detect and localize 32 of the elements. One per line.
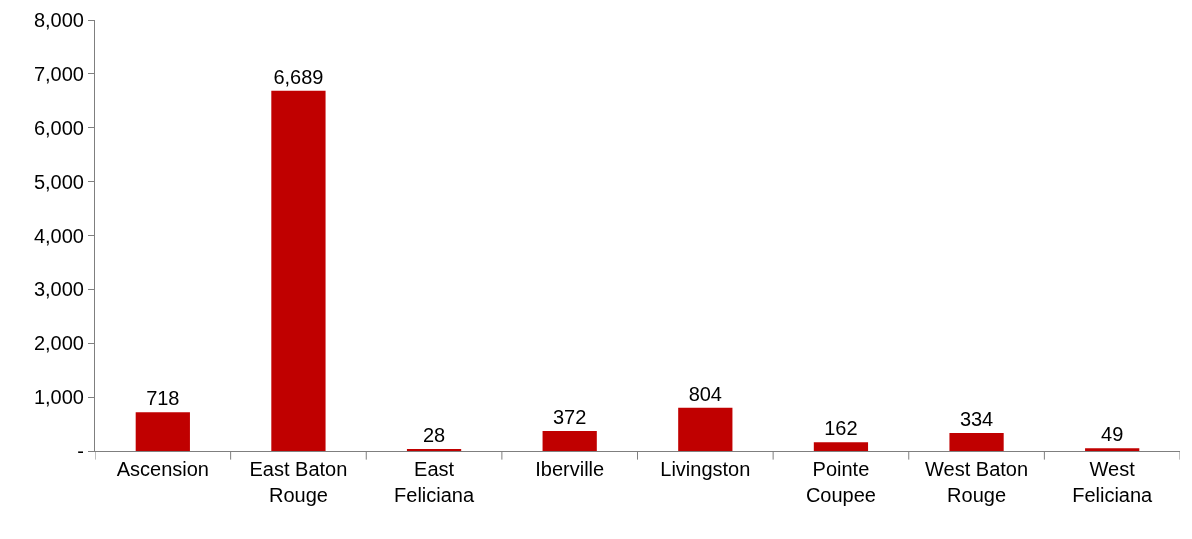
x-tick-label: East Feliciana — [394, 458, 475, 506]
y-tick-label: 5,000 — [33, 170, 84, 193]
x-tick-label: Pointe Coupee — [805, 458, 876, 506]
x-tick-label: Livingston — [660, 458, 751, 480]
y-tick-label: 4,000 — [33, 224, 84, 247]
y-tick-label: 1,000 — [33, 386, 84, 409]
bar — [271, 90, 326, 451]
data-label: 162 — [824, 417, 858, 440]
data-label: 334 — [959, 408, 994, 431]
data-label: 49 — [1101, 423, 1124, 446]
x-tick-label: West Baton Rouge — [925, 458, 1029, 506]
x-tick-label: Ascension — [116, 458, 209, 480]
bar — [1085, 448, 1140, 451]
y-tick-label: 8,000 — [33, 9, 84, 31]
y-tick-label: - — [77, 440, 84, 462]
data-label: 372 — [553, 405, 587, 428]
x-tick-label: East Baton Rouge — [249, 458, 348, 506]
bar — [678, 407, 733, 451]
y-tick-label: 7,000 — [33, 62, 84, 85]
data-label: 6,689 — [273, 65, 324, 88]
y-tick-label: 3,000 — [33, 278, 84, 301]
x-tick-label: Iberville — [535, 458, 605, 480]
bar — [542, 430, 597, 451]
data-label: 28 — [422, 424, 446, 446]
data-label: 718 — [146, 387, 180, 410]
bar — [135, 412, 190, 451]
y-tick-label: 6,000 — [33, 116, 84, 139]
data-label: 804 — [688, 382, 722, 405]
y-tick-label: 2,000 — [33, 332, 84, 355]
x-tick-label: West Feliciana — [1072, 458, 1154, 506]
bar — [813, 442, 869, 451]
bar — [949, 433, 1004, 451]
